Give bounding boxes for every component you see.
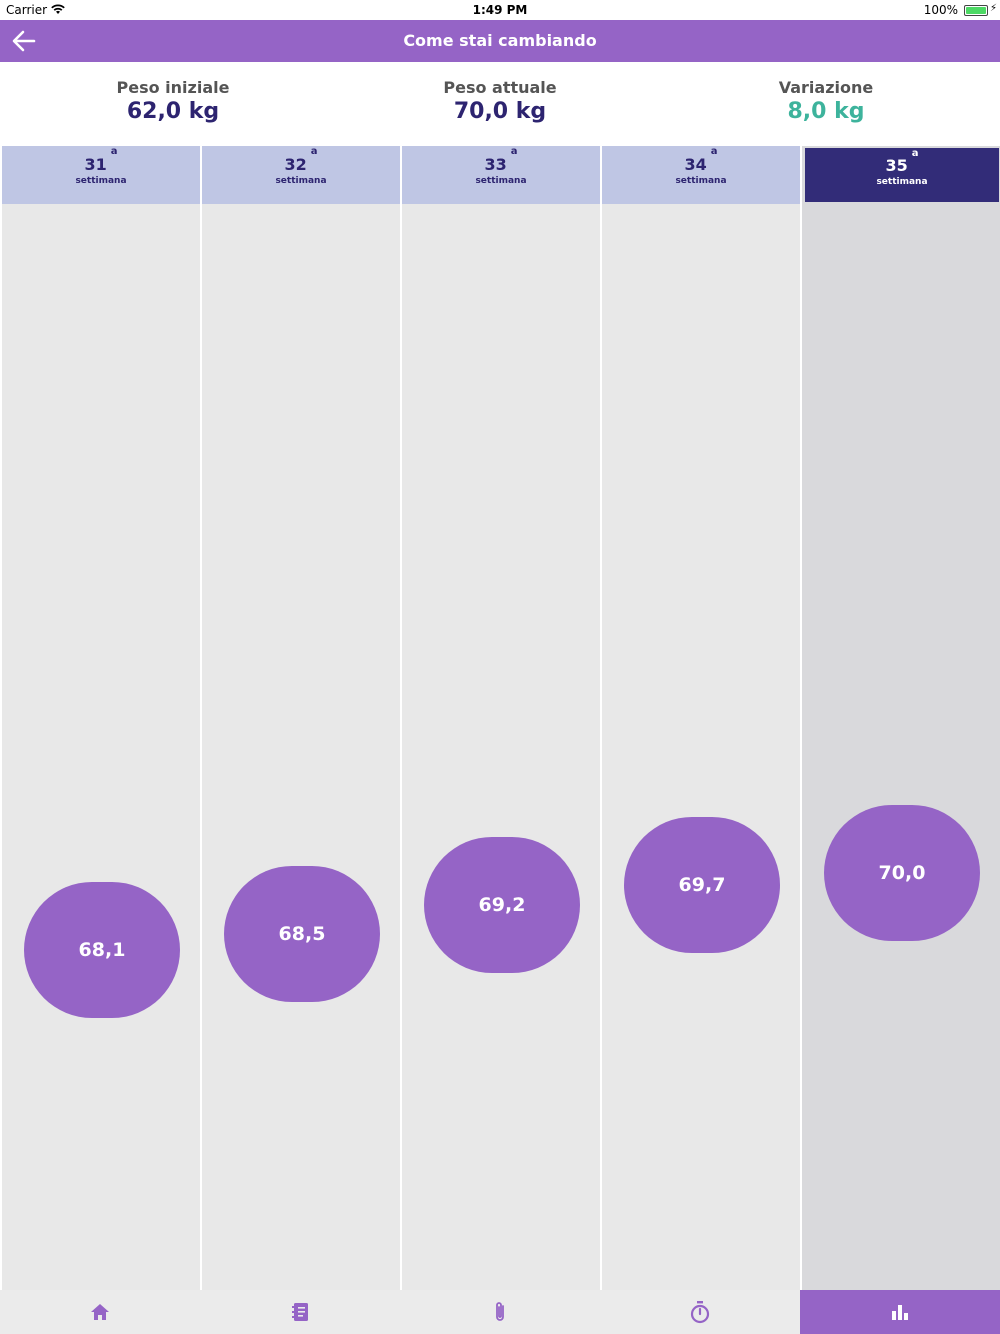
current-weight-label: Peso attuale bbox=[443, 78, 557, 97]
week-number: 32 bbox=[284, 155, 307, 174]
week-header[interactable]: 33a settimana bbox=[402, 146, 600, 204]
week-header[interactable]: 34a settimana bbox=[602, 146, 800, 204]
initial-weight-value: 62,0 kg bbox=[126, 99, 220, 124]
bar-chart-icon bbox=[892, 1305, 908, 1320]
week-header-selected[interactable]: 35a settimana bbox=[805, 148, 999, 202]
tab-diary[interactable] bbox=[200, 1290, 400, 1334]
week-ordinal: a bbox=[510, 146, 518, 157]
week-number: 34 bbox=[684, 155, 707, 174]
week-number: 33 bbox=[484, 155, 507, 174]
weight-bubble[interactable]: 68,1 bbox=[24, 882, 180, 1018]
weight-bubble[interactable]: 69,7 bbox=[624, 817, 780, 953]
week-label: settimana bbox=[75, 176, 127, 186]
week-number: 35 bbox=[885, 156, 908, 175]
week-column[interactable]: 34a settimana 69,7 bbox=[602, 146, 800, 1290]
week-number: 31 bbox=[84, 155, 107, 174]
week-label: settimana bbox=[876, 177, 928, 187]
weight-summary: Peso iniziale 62,0 kg Peso attuale 70,0 … bbox=[0, 62, 1000, 146]
battery-icon bbox=[964, 5, 988, 16]
wifi-icon bbox=[50, 3, 66, 18]
arrow-left-icon bbox=[12, 30, 36, 52]
week-column-selected[interactable]: 35a settimana 70,0 bbox=[802, 146, 1000, 1290]
page-title: Come stai cambiando bbox=[403, 31, 597, 50]
tab-stats[interactable] bbox=[800, 1290, 1000, 1334]
weight-change-label: Variazione bbox=[778, 78, 874, 97]
carrier-label: Carrier bbox=[6, 3, 48, 17]
weight-bubble[interactable]: 68,5 bbox=[224, 866, 380, 1002]
weight-bubble[interactable]: 70,0 bbox=[824, 805, 980, 941]
tab-home[interactable] bbox=[0, 1290, 200, 1334]
current-weight: Peso attuale 70,0 kg bbox=[400, 78, 600, 124]
week-ordinal: a bbox=[911, 148, 919, 159]
notebook-icon bbox=[292, 1303, 308, 1321]
week-ordinal: a bbox=[710, 146, 718, 157]
current-weight-value: 70,0 kg bbox=[453, 99, 547, 124]
stopwatch-icon bbox=[690, 1301, 710, 1324]
back-button[interactable] bbox=[8, 26, 40, 56]
charging-icon: ⚡ bbox=[989, 3, 997, 14]
week-label: settimana bbox=[475, 176, 527, 186]
tab-bar bbox=[0, 1290, 1000, 1334]
status-bar: Carrier 1:49 PM 100% ⚡ bbox=[0, 0, 1000, 20]
initial-weight: Peso iniziale 62,0 kg bbox=[73, 78, 273, 124]
week-label: settimana bbox=[675, 176, 727, 186]
initial-weight-label: Peso iniziale bbox=[116, 78, 230, 97]
week-column[interactable]: 31a settimana 68,1 bbox=[2, 146, 200, 1290]
week-header[interactable]: 31a settimana bbox=[2, 146, 200, 204]
weight-bubble[interactable]: 69,2 bbox=[424, 837, 580, 973]
weeks-chart: 31a settimana 68,1 32a settimana 68,5 33… bbox=[0, 146, 1000, 1290]
tab-timer[interactable] bbox=[600, 1290, 800, 1334]
battery-percent: 100% bbox=[923, 3, 958, 17]
week-ordinal: a bbox=[310, 146, 318, 157]
week-header[interactable]: 32a settimana bbox=[202, 146, 400, 204]
week-ordinal: a bbox=[110, 146, 118, 157]
home-icon bbox=[91, 1304, 109, 1320]
week-column[interactable]: 33a settimana 69,2 bbox=[402, 146, 600, 1290]
paperclip-icon bbox=[496, 1302, 504, 1321]
week-label: settimana bbox=[275, 176, 327, 186]
weight-change-value: 8,0 kg bbox=[787, 99, 865, 124]
nav-bar: Come stai cambiando bbox=[0, 20, 1000, 62]
clock: 1:49 PM bbox=[472, 3, 528, 17]
tab-attachments[interactable] bbox=[400, 1290, 600, 1334]
week-column[interactable]: 32a settimana 68,5 bbox=[202, 146, 400, 1290]
weight-change: Variazione 8,0 kg bbox=[726, 78, 926, 124]
